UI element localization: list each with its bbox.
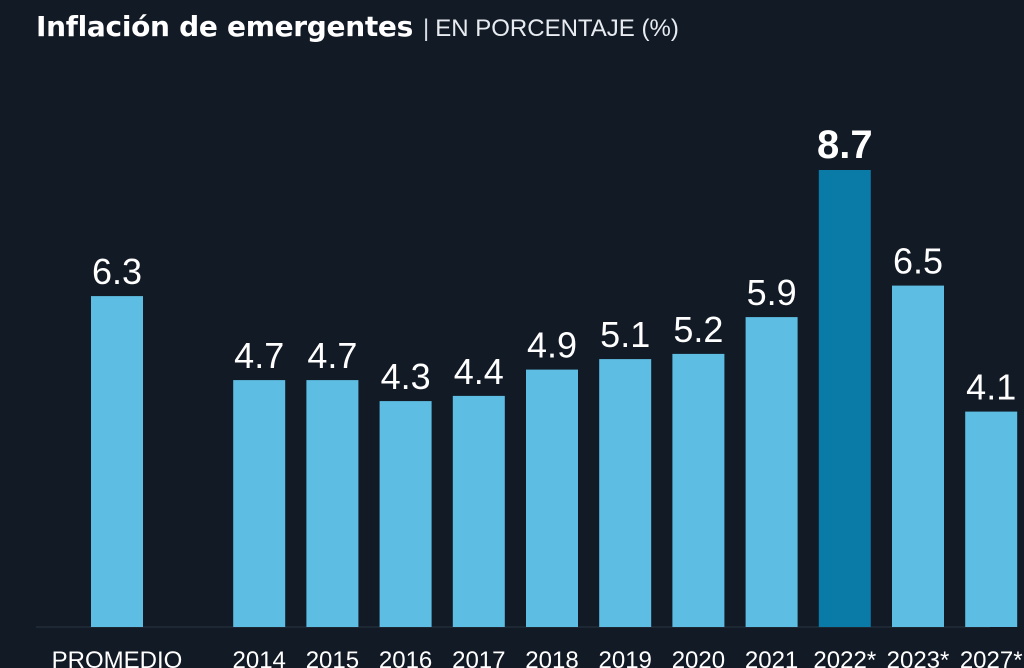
value-label: 4.7 [307, 335, 357, 376]
bar-2027-est [965, 411, 1018, 627]
bar-2018 [526, 369, 578, 627]
value-label: 5.1 [600, 314, 650, 355]
x-tick-label: 2027* [960, 647, 1023, 668]
value-label: 4.4 [454, 351, 504, 392]
value-label: 6.3 [92, 251, 142, 292]
x-tick-labels-group: PROMEDIO 2014 2015 2016 2017 2018 2019 2020 2021… [52, 647, 1023, 668]
bar-2023-est [892, 285, 944, 627]
value-label: 4.3 [381, 356, 431, 397]
x-tick-label: 2021 [745, 647, 798, 668]
value-label: 4.1 [966, 367, 1016, 408]
bar-2021 [745, 317, 798, 627]
value-label: 5.9 [747, 272, 797, 313]
bar-2014 [233, 380, 286, 627]
x-tick-label: 2023* [887, 647, 950, 668]
bar-2015 [306, 380, 359, 627]
bar-2016 [379, 401, 432, 627]
chart-header: Inflación de emergentes | EN PORCENTAJE (%… [36, 10, 679, 43]
bar-2020 [672, 353, 725, 627]
x-tick-label: 2020 [672, 647, 725, 668]
x-tick-label: 2016 [379, 647, 432, 668]
title-separator: | [423, 15, 430, 42]
value-label: 4.9 [527, 325, 577, 366]
chart-subtitle: EN PORCENTAJE (%) [435, 15, 679, 42]
value-label: 8.7 [817, 123, 873, 167]
value-label: 5.2 [673, 309, 723, 350]
x-tick-label: 2018 [525, 647, 578, 668]
value-label: 4.7 [234, 335, 284, 376]
value-labels-group: 6.3 4.7 4.7 4.3 4.4 4.9 5.1 5.2 5.9 8.7 6.5 4.1 [92, 123, 1016, 408]
value-label: 6.5 [893, 241, 943, 282]
x-tick-label: 2022* [813, 647, 876, 668]
x-tick-label: 2017 [452, 647, 505, 668]
bar-promedio [91, 296, 143, 627]
bar-2019 [599, 359, 652, 627]
x-tick-label: 2014 [233, 647, 286, 668]
x-tick-label: 2015 [306, 647, 359, 668]
chart-title: Inflación de emergentes [36, 10, 413, 43]
bars-group [91, 170, 1018, 627]
bar-2017 [452, 395, 505, 627]
bar-2022-est [818, 170, 871, 627]
x-tick-label: PROMEDIO [52, 647, 183, 668]
x-tick-label: 2019 [599, 647, 652, 668]
